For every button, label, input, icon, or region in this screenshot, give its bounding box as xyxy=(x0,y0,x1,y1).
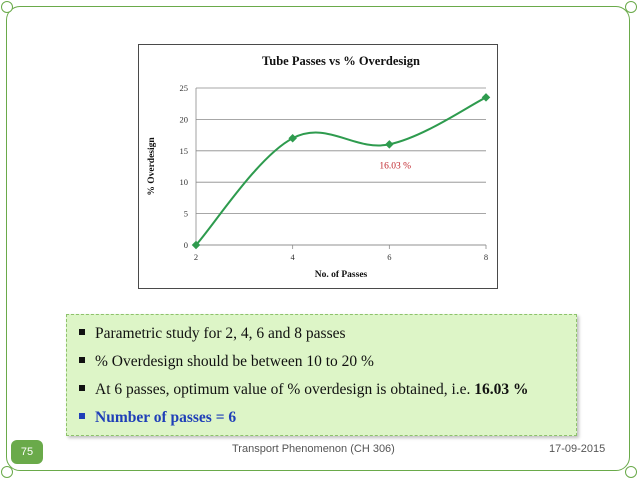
x-tick-label: 4 xyxy=(291,252,296,262)
bullet-text: Parametric study for 2, 4, 6 and 8 passe… xyxy=(95,325,346,342)
corner-dot-top-right xyxy=(625,1,637,13)
y-tick-label: 5 xyxy=(184,209,188,219)
bullet-text: Number of passes = 6 xyxy=(95,409,237,426)
slide-frame xyxy=(6,6,630,471)
bullet-item: % Overdesign should be between 10 to 20 … xyxy=(79,353,374,371)
bullet-bold-value: 16.03 % xyxy=(474,381,529,398)
data-point-marker xyxy=(481,93,491,102)
square-bullet-icon xyxy=(79,357,85,363)
square-bullet-icon xyxy=(79,385,85,391)
chart-title: Tube Passes vs % Overdesign xyxy=(262,54,420,68)
page-number-badge: 75 xyxy=(11,440,43,464)
bullet-item: Parametric study for 2, 4, 6 and 8 passe… xyxy=(79,325,346,343)
footer-title: Transport Phenomenon (CH 306) xyxy=(232,443,395,455)
series-line xyxy=(195,96,487,246)
corner-dot-bottom-right xyxy=(625,466,637,478)
square-bullet-icon xyxy=(79,413,85,419)
chart-container: 0 5 10 15 20 25 2 4 6 8 Tube Passes vs % Overdesig… xyxy=(138,44,498,289)
data-point-marker xyxy=(385,140,394,149)
corner-dot-bottom-left xyxy=(1,466,13,478)
y-tick-label: 15 xyxy=(180,146,189,156)
bullet-item-highlight: Number of passes = 6 xyxy=(79,409,236,427)
square-bullet-icon xyxy=(79,329,85,335)
y-tick-label: 0 xyxy=(184,240,188,250)
y-tick-label: 25 xyxy=(180,83,189,93)
line-chart: 0 5 10 15 20 25 2 4 6 8 Tube Passes vs % Overdesig… xyxy=(147,54,491,280)
y-axis-label: % Overdesign xyxy=(147,137,157,196)
bullet-item: At 6 passes, optimum value of % overdesi… xyxy=(79,381,529,399)
bullet-text: At 6 passes, optimum value of % overdesi… xyxy=(95,381,475,398)
x-axis-label: No. of Passes xyxy=(315,270,368,280)
bullet-box: Parametric study for 2, 4, 6 and 8 passe… xyxy=(66,314,577,436)
corner-dot-top-left xyxy=(1,1,13,13)
footer-date: 17-09-2015 xyxy=(549,443,606,455)
y-tick-label: 20 xyxy=(180,114,189,124)
x-tick-label: 8 xyxy=(484,252,488,262)
annotation-label: 16.03 % xyxy=(379,161,411,171)
y-tick-label: 10 xyxy=(180,177,189,187)
x-tick-label: 2 xyxy=(194,252,198,262)
data-point-marker xyxy=(288,133,297,143)
x-tick-label: 6 xyxy=(387,252,391,262)
bullet-text: % Overdesign should be between 10 to 20 … xyxy=(95,353,374,370)
